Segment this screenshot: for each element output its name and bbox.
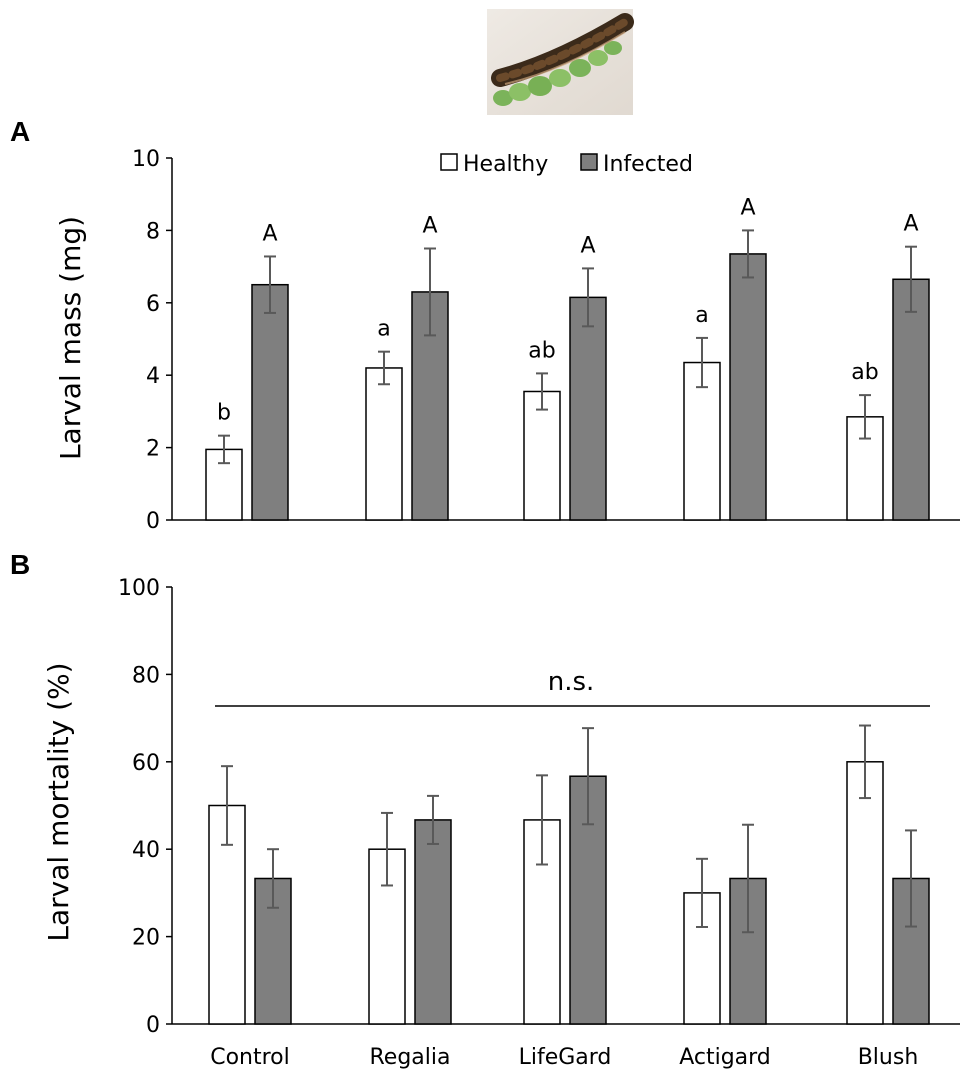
significance-label: a: [377, 317, 390, 342]
bar-infected-control: [251, 283, 289, 521]
error-bar: [905, 245, 917, 313]
legend-healthy-label: Healthy: [463, 152, 548, 177]
panel-a-ylabel: Larval mass (mg): [54, 216, 87, 460]
y-tick-label: 2: [146, 437, 160, 462]
legend-infected-label: Infected: [603, 152, 693, 177]
error-bar: [905, 829, 917, 928]
error-bar: [424, 247, 436, 337]
x-category-label: Regalia: [370, 1045, 451, 1070]
bar-healthy-lifegard: [523, 390, 561, 521]
y-tick-label: 100: [118, 576, 160, 601]
error-bar: [536, 774, 548, 866]
significance-label: ab: [528, 338, 555, 363]
panel-b-ylabel: Larval mortality (%): [42, 662, 75, 941]
error-bar: [381, 811, 393, 887]
error-bar: [742, 823, 754, 934]
significance-label: A: [740, 195, 755, 220]
bar-healthy-regalia: [365, 367, 403, 521]
y-tick-label: 40: [132, 838, 160, 863]
y-tick-label: 20: [132, 926, 160, 951]
caterpillar-on-leaf-photo: [487, 9, 634, 115]
significance-label: b: [217, 401, 231, 426]
panel-a-chart: 0 2 4 6 8 10 b a ab a ab A A A A A: [132, 147, 960, 534]
legend-healthy-swatch: [440, 153, 458, 171]
y-tick-label: 10: [132, 147, 160, 172]
bar-infected-actigard: [729, 253, 767, 521]
significance-label: A: [262, 221, 277, 246]
x-category-label: LifeGard: [519, 1045, 612, 1070]
y-tick-label: 80: [132, 663, 160, 688]
error-bar: [742, 229, 754, 279]
significance-label: ab: [851, 360, 878, 385]
significance-label: A: [580, 233, 595, 258]
x-category-label: Control: [210, 1045, 290, 1070]
x-category-label: Actigard: [679, 1045, 771, 1070]
error-bar: [582, 727, 594, 826]
significance-label: A: [903, 212, 918, 237]
panel-b-annotation: n.s.: [548, 667, 595, 697]
error-bar: [218, 434, 230, 465]
bar-infected-blush: [892, 278, 930, 521]
bar-infected-lifegard: [569, 296, 607, 521]
panel-b-chart: 0 20 40 60 80 100 Control Regalia LifeGard Actiga…: [118, 576, 960, 1070]
error-bar: [859, 724, 871, 800]
y-tick-label: 4: [146, 364, 160, 389]
significance-label: A: [422, 214, 437, 239]
y-tick-label: 0: [146, 1013, 160, 1038]
error-bar: [427, 794, 439, 845]
x-category-label: Blush: [858, 1045, 919, 1070]
bar-healthy-blush: [846, 761, 884, 1025]
y-tick-label: 60: [132, 751, 160, 776]
significance-label: a: [695, 303, 708, 328]
panel-a-label: A: [10, 116, 30, 147]
error-bar: [378, 350, 390, 386]
error-bar: [582, 267, 594, 328]
y-tick-label: 6: [146, 292, 160, 317]
panel-b-label: B: [10, 549, 30, 580]
error-bar: [696, 857, 708, 928]
legend: Healthy Infected: [440, 152, 693, 177]
y-tick-label: 8: [146, 219, 160, 244]
bar-infected-regalia: [414, 819, 452, 1025]
error-bar: [859, 394, 871, 440]
y-tick-label: 0: [146, 509, 160, 534]
error-bar: [221, 765, 233, 846]
error-bar: [536, 372, 548, 411]
error-bar: [696, 336, 708, 389]
legend-infected-swatch: [580, 153, 598, 171]
error-bar: [267, 848, 279, 909]
error-bar: [264, 255, 276, 314]
